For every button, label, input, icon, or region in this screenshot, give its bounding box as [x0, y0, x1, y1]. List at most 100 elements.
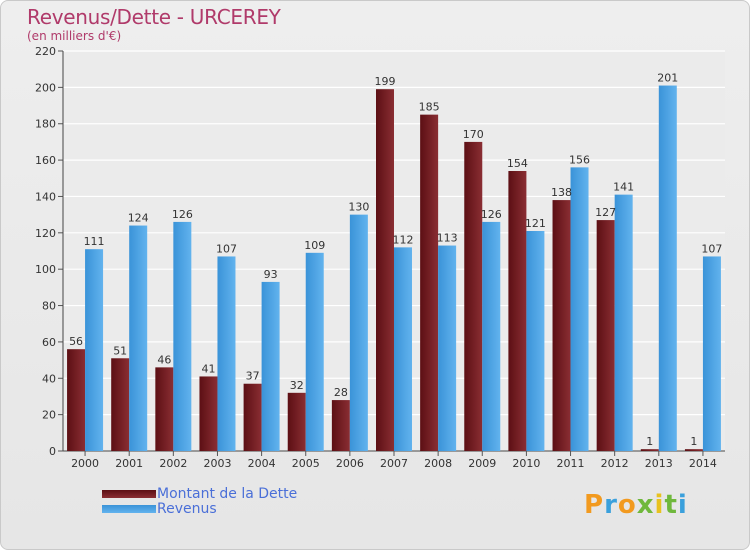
bar-debt [596, 220, 615, 451]
data-label-revenue: 107 [701, 242, 722, 255]
data-label-debt: 1 [690, 435, 697, 448]
bar-revenue [305, 252, 324, 451]
y-tick-label: 200 [35, 81, 56, 94]
bar-debt [640, 449, 659, 451]
x-tick-label: 2002 [159, 457, 187, 470]
y-tick-label: 180 [35, 118, 56, 131]
bar-debt [155, 367, 174, 451]
legend-label-revenue: Revenus [157, 501, 217, 517]
x-tick-label: 2009 [468, 457, 496, 470]
chart-subtitle: (en milliers d'€) [27, 29, 122, 43]
data-label-revenue: 113 [437, 232, 458, 245]
y-tick-label: 80 [42, 300, 56, 313]
data-label-revenue: 156 [569, 153, 590, 166]
data-label-debt: 46 [157, 353, 171, 366]
bar-debt [376, 89, 394, 451]
x-tick-label: 2004 [248, 457, 276, 470]
data-label-debt: 127 [595, 206, 616, 219]
bar-revenue [570, 167, 589, 451]
bar-debt [199, 376, 218, 451]
bar-debt [684, 449, 703, 451]
data-label-revenue: 126 [172, 208, 193, 221]
bar-debt [464, 141, 483, 451]
x-tick-label: 2010 [512, 457, 540, 470]
y-tick-label: 120 [35, 227, 56, 240]
y-tick-label: 160 [35, 154, 56, 167]
x-tick-label: 2014 [689, 457, 717, 470]
data-label-debt: 185 [419, 101, 440, 114]
logo-letter: P [584, 490, 605, 520]
y-tick-label: 140 [35, 190, 56, 203]
bar-revenue [394, 247, 412, 451]
legend-swatch-revenue [102, 505, 156, 513]
data-label-debt: 51 [113, 344, 127, 357]
bar-debt [67, 349, 86, 451]
logo-letter: x [636, 490, 655, 520]
logo-letter: r [604, 490, 618, 520]
data-label-revenue: 130 [348, 201, 369, 214]
y-tick-label: 40 [42, 372, 56, 385]
data-label-revenue: 112 [393, 233, 414, 246]
data-label-debt: 41 [201, 362, 215, 375]
y-tick-label: 20 [42, 409, 56, 422]
proxiti-logo: Proxiti [584, 490, 688, 520]
x-tick-label: 2011 [557, 457, 585, 470]
x-tick-label: 2008 [424, 457, 452, 470]
data-label-debt: 138 [551, 186, 572, 199]
data-label-revenue: 201 [657, 72, 678, 85]
y-tick-label: 100 [35, 263, 56, 276]
bar-revenue [658, 85, 677, 451]
bar-debt [243, 383, 262, 451]
data-label-debt: 154 [507, 157, 528, 170]
legend-swatch-debt [102, 490, 156, 498]
bar-revenue [173, 221, 192, 451]
x-tick-label: 2013 [645, 457, 673, 470]
bar-debt [420, 114, 439, 452]
x-tick-label: 2003 [203, 457, 231, 470]
bar-debt [111, 358, 130, 451]
bar-revenue [438, 245, 457, 451]
logo-letter: i [677, 490, 688, 520]
logo-letter: i [654, 490, 665, 520]
x-tick-label: 2001 [115, 457, 143, 470]
data-label-revenue: 107 [216, 242, 237, 255]
data-label-revenue: 111 [84, 235, 105, 248]
bar-debt [331, 400, 350, 451]
data-label-revenue: 126 [481, 208, 502, 221]
data-label-debt: 28 [334, 386, 348, 399]
data-label-revenue: 109 [304, 239, 325, 252]
bar-debt [287, 392, 306, 451]
data-label-debt: 56 [69, 335, 83, 348]
y-tick-label: 220 [35, 45, 56, 58]
y-tick-label: 0 [49, 445, 56, 458]
x-tick-label: 2007 [380, 457, 408, 470]
data-label-revenue: 124 [128, 212, 149, 225]
data-label-debt: 32 [290, 379, 304, 392]
x-tick-label: 2006 [336, 457, 364, 470]
bar-debt [552, 200, 571, 451]
data-label-revenue: 121 [525, 217, 546, 230]
x-tick-label: 2012 [601, 457, 629, 470]
bar-revenue [349, 214, 368, 451]
x-tick-label: 2005 [292, 457, 320, 470]
bar-debt [508, 171, 527, 451]
data-label-debt: 37 [246, 370, 260, 383]
y-tick-label: 60 [42, 336, 56, 349]
bar-revenue [526, 231, 545, 451]
chart-title: Revenus/Dette - URCEREY [27, 5, 281, 29]
data-label-debt: 170 [463, 128, 484, 141]
logo-letter: t [664, 490, 678, 520]
data-label-revenue: 141 [613, 181, 634, 194]
data-label-revenue: 93 [264, 268, 278, 281]
bar-revenue [129, 225, 148, 451]
data-label-debt: 1 [646, 435, 653, 448]
bar-revenue [482, 221, 501, 451]
bar-revenue [217, 256, 236, 451]
bar-revenue [702, 256, 721, 451]
x-tick-label: 2000 [71, 457, 99, 470]
bar-revenue [614, 194, 633, 452]
bar-revenue [85, 249, 104, 451]
bar-revenue [261, 281, 280, 451]
